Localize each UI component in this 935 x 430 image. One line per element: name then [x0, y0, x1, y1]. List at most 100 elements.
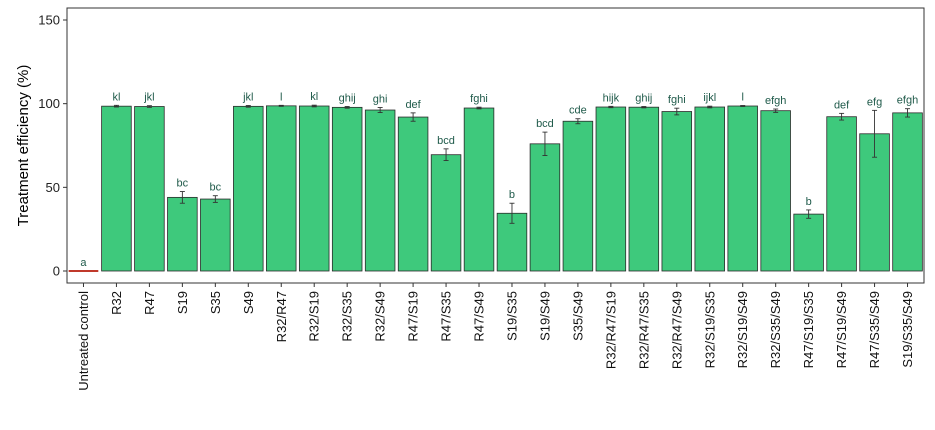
- significance-letter: bc: [177, 178, 189, 190]
- significance-letter: ghij: [339, 93, 356, 105]
- x-tick-label: R32: [109, 291, 124, 315]
- significance-letter: a: [80, 257, 87, 269]
- bar: [200, 198, 231, 272]
- error-bar: [377, 107, 383, 113]
- error-bar: [641, 106, 647, 109]
- x-tick-label: R32/S49: [373, 291, 388, 342]
- bar: [298, 105, 330, 272]
- bar: [430, 154, 462, 272]
- y-tick-label: 50: [46, 180, 60, 195]
- x-tick-label: R32/R47/S35: [636, 291, 651, 369]
- bar: [233, 105, 264, 272]
- y-axis-title: Treatment efficiency (%): [15, 65, 32, 227]
- x-tick-label: R32/R47/S49: [669, 291, 684, 369]
- error-bars-group: [113, 104, 911, 224]
- significance-letter: ghij: [635, 93, 652, 105]
- bar: [793, 213, 824, 272]
- error-bar: [344, 106, 350, 109]
- plot-panel-border: [66, 7, 925, 284]
- error-bar: [839, 112, 845, 121]
- significance-letter: b: [509, 189, 515, 201]
- significance-letter: efg: [867, 96, 882, 108]
- significance-letter: efgh: [897, 95, 918, 107]
- significance-letter: bcd: [536, 118, 554, 130]
- x-tick-label: R47: [142, 291, 157, 315]
- significance-letter: jkl: [143, 92, 154, 104]
- significance-letter: def: [405, 99, 421, 111]
- significance-letter: efgh: [765, 95, 786, 107]
- bar: [529, 143, 561, 272]
- y-axis: 0 50 100 150: [38, 13, 67, 279]
- error-bar: [212, 195, 218, 203]
- error-bar: [773, 108, 779, 113]
- error-bar: [146, 105, 152, 108]
- x-tick-label: Untreated control: [76, 291, 91, 391]
- x-tick-label: R32/S35: [340, 291, 355, 342]
- significance-letter: def: [834, 99, 850, 111]
- error-bar: [806, 209, 812, 219]
- significance-letter: cde: [569, 105, 587, 117]
- bar: [595, 106, 627, 272]
- x-tick-label: R32/R47: [274, 291, 289, 342]
- significance-letter: ghi: [373, 94, 388, 106]
- x-tick-label: S35: [208, 291, 223, 314]
- error-bar: [113, 104, 119, 108]
- error-bar: [179, 191, 185, 204]
- error-bar: [476, 106, 482, 110]
- significance-letter: hijk: [603, 92, 620, 104]
- significance-letter: ijkl: [703, 92, 716, 104]
- bar: [562, 120, 594, 272]
- x-tick-label: R32/S35/S49: [768, 291, 783, 368]
- x-tick-label: R32/S19/S49: [735, 291, 750, 368]
- bar: [826, 116, 857, 272]
- x-tick-label: S19/S49: [537, 291, 552, 341]
- x-tick-label: S49: [241, 291, 256, 314]
- x-tick-label: R47/S19: [406, 291, 421, 342]
- significance-letter: jkl: [242, 92, 253, 104]
- bar: [628, 106, 660, 272]
- significance-letter: kl: [310, 91, 318, 103]
- significance-letters-group: a kl jkl bc bc jkl l kl ghij ghi def bcd fghi b bcd cde…: [80, 91, 918, 269]
- x-axis: Untreated control R32 R47 S19 S35 S49 R32/R47 R…: [76, 283, 915, 391]
- error-bar: [443, 148, 449, 162]
- error-bar: [905, 108, 911, 118]
- bar: [859, 133, 890, 272]
- bars-group: [68, 105, 923, 272]
- bar: [134, 106, 165, 272]
- error-bar: [608, 105, 614, 109]
- error-bar: [509, 202, 515, 224]
- significance-letter: l: [741, 92, 743, 104]
- x-tick-label: R32/S19: [307, 291, 322, 342]
- bar: [661, 111, 693, 272]
- x-tick-label: R47/S19/S49: [834, 291, 849, 368]
- bar: [463, 107, 495, 272]
- error-bar: [707, 105, 713, 109]
- x-tick-label: S19: [175, 291, 190, 314]
- x-tick-label: R47/S35/S49: [867, 291, 882, 368]
- x-tick-label: R47/S49: [472, 291, 487, 342]
- error-bar: [740, 105, 746, 107]
- bar: [364, 109, 396, 272]
- error-bar: [872, 109, 878, 158]
- significance-letter: b: [806, 196, 812, 208]
- x-tick-label: R32/R47/S19: [603, 291, 618, 369]
- bar: [760, 110, 791, 272]
- error-bar: [311, 104, 317, 108]
- x-tick-label: R47/S19/S35: [801, 291, 816, 368]
- bar: [167, 196, 198, 272]
- x-tick-label: S19/S35: [504, 291, 519, 341]
- bar: [266, 105, 297, 272]
- error-bar: [575, 118, 581, 125]
- error-bar: [542, 131, 548, 156]
- bar: [397, 116, 429, 272]
- y-tick-label: 150: [38, 13, 60, 28]
- significance-letter: fghi: [668, 94, 686, 106]
- x-tick-label: R47/S35: [439, 291, 454, 342]
- significance-letter: bcd: [437, 135, 455, 147]
- y-tick-label: 100: [38, 96, 60, 111]
- bar: [727, 105, 758, 272]
- error-bar: [245, 105, 251, 108]
- error-bar: [410, 112, 416, 122]
- significance-letter: fghi: [470, 93, 488, 105]
